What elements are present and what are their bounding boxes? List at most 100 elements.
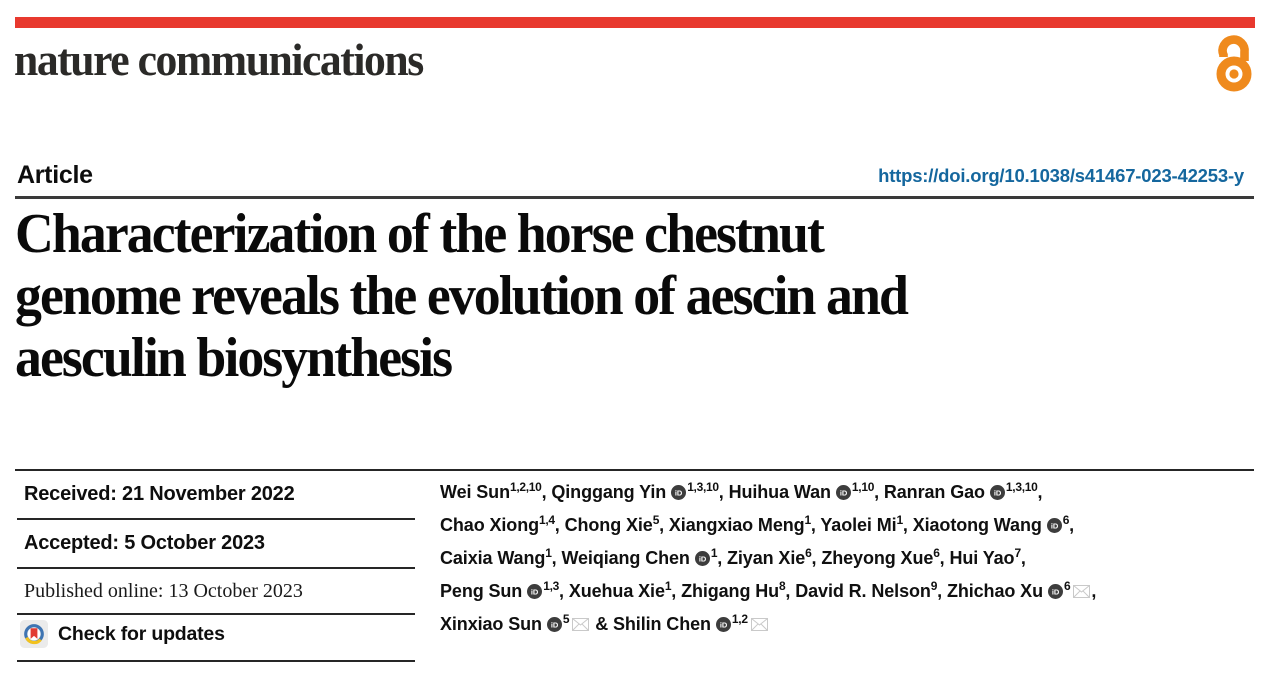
accepted-date: Accepted: 5 October 2023 [24,532,265,554]
svg-text:iD: iD [551,620,559,629]
author-name: Xuehua Xie [568,581,665,601]
affiliation-superscript: 1,3 [543,579,560,593]
author-name: Hui Yao [949,548,1015,568]
affiliation-superscript: 5 [652,513,660,527]
svg-text:iD: iD [675,488,683,497]
email-envelope-icon[interactable] [572,618,590,631]
author-name: Zheyong Xue [821,548,934,568]
author-list: Wei Sun1,2,10, Qinggang Yin iD 1,3,10, Hui… [440,477,1255,642]
affiliation-superscript: 1 [710,546,718,560]
author-line: Chao Xiong1,4, Chong Xie5, Xiangxiao Men… [440,510,1255,543]
affiliation-superscript: 1 [896,513,904,527]
title-line-1: Characterization of the horse chestnut [15,203,825,265]
affiliation-superscript: 6 [1063,579,1071,593]
author-name: Huihua Wan [728,482,831,502]
author-separator: , [937,581,947,601]
affiliation-superscript: 1,10 [851,480,875,494]
author-separator: , [810,515,821,535]
email-envelope-icon[interactable] [750,618,768,631]
affiliation-superscript: 7 [1014,546,1021,560]
author-name: Weiqiang Chen [561,548,690,568]
orcid-icon[interactable]: iD [1047,584,1063,599]
orcid-icon[interactable]: iD [694,551,710,566]
orcid-icon[interactable]: iD [527,584,543,599]
author-separator: , [551,548,562,568]
title-line-3: aesculin biosynthesis [15,327,453,389]
header-divider [15,196,1254,199]
crossmark-icon [20,620,48,648]
svg-text:iD: iD [994,488,1002,497]
published-online-date: Published online: 13 October 2023 [24,580,303,602]
affiliation-superscript: 1,4 [539,513,555,527]
svg-text:iD: iD [531,587,539,596]
page-title: Characterization of the horse chestnut g… [15,203,909,389]
affiliation-superscript: 9 [930,579,938,593]
affiliation-superscript: 1,2,10 [509,480,542,494]
author-name: Ziyan Xie [727,548,806,568]
affiliation-superscript: 1 [664,579,672,593]
orcid-icon[interactable]: iD [835,485,851,500]
author-separator: , [717,548,728,568]
doi-link[interactable]: https://doi.org/10.1038/s41467-023-42253… [878,165,1244,186]
orcid-icon[interactable]: iD [671,485,687,500]
author-separator: , [559,581,569,601]
affiliation-superscript: 1,3,10 [1005,480,1038,494]
affiliation-superscript: 6 [933,546,940,560]
orcid-icon[interactable]: iD [989,485,1005,500]
author-separator: , [659,515,669,535]
affiliation-superscript: 6 [805,546,812,560]
author-separator: , [671,581,682,601]
author-name: Ranran Gao [883,482,985,502]
author-name: Shilin Chen [613,614,711,634]
article-type-label: Article [17,161,93,189]
email-envelope-icon[interactable] [1073,585,1091,598]
affiliation-superscript: 6 [1062,513,1070,527]
author-name: Wei Sun [440,482,510,502]
svg-text:iD: iD [720,620,728,629]
author-line: Peng Sun iD 1,3, Xuehua Xie1, Zhigang Hu8,… [440,576,1255,609]
check-for-updates-label: Check for updates [58,622,225,645]
author-separator: , [718,482,729,502]
orcid-icon[interactable]: iD [715,617,731,632]
author-line: Xinxiao Sun iD 5 & Shilin Chen iD 1,2 [440,609,1255,642]
author-name: Yaolei Mi [820,515,897,535]
journal-brand-bar [15,17,1255,28]
author-name: Chong Xie [564,515,653,535]
history-divider [17,660,415,662]
author-separator: , [811,548,822,568]
affiliation-superscript: 1 [545,546,552,560]
affiliation-superscript: 1,3,10 [687,480,719,494]
author-separator: , [939,548,950,568]
author-name: Xiaotong Wang [912,515,1042,535]
affiliation-superscript: 5 [562,612,570,626]
author-separator: , [1091,581,1097,601]
check-for-updates-button[interactable]: Check for updates [20,620,225,648]
author-name: Chao Xiong [440,515,539,535]
affiliation-superscript: 1,2 [731,612,748,626]
author-line: Wei Sun1,2,10, Qinggang Yin iD 1,3,10, Hui… [440,477,1255,510]
author-separator: & [590,614,613,634]
history-divider [17,518,415,520]
orcid-icon[interactable]: iD [1046,518,1062,533]
author-separator: , [874,482,884,502]
received-date: Received: 21 November 2022 [24,483,295,505]
section-divider [15,469,1254,471]
history-divider [17,567,415,569]
title-line-2: genome reveals the evolution of aescin a… [15,265,909,327]
author-separator: , [902,515,913,535]
svg-text:iD: iD [699,554,707,563]
svg-text:iD: iD [1051,521,1059,530]
affiliation-superscript: 1 [804,513,812,527]
author-name: Zhigang Hu [681,581,780,601]
author-separator: , [554,515,565,535]
author-name: Zhichao Xu [946,581,1043,601]
orcid-icon[interactable]: iD [546,617,562,632]
open-access-icon [1216,35,1252,92]
author-separator: , [541,482,552,502]
author-name: Caixia Wang [440,548,546,568]
author-line: Caixia Wang1, Weiqiang Chen iD 1, Ziyan Xi… [440,543,1255,576]
author-name: Xiangxiao Meng [668,515,805,535]
author-separator: , [1069,515,1075,535]
author-separator: , [1020,548,1026,568]
svg-text:iD: iD [840,488,848,497]
